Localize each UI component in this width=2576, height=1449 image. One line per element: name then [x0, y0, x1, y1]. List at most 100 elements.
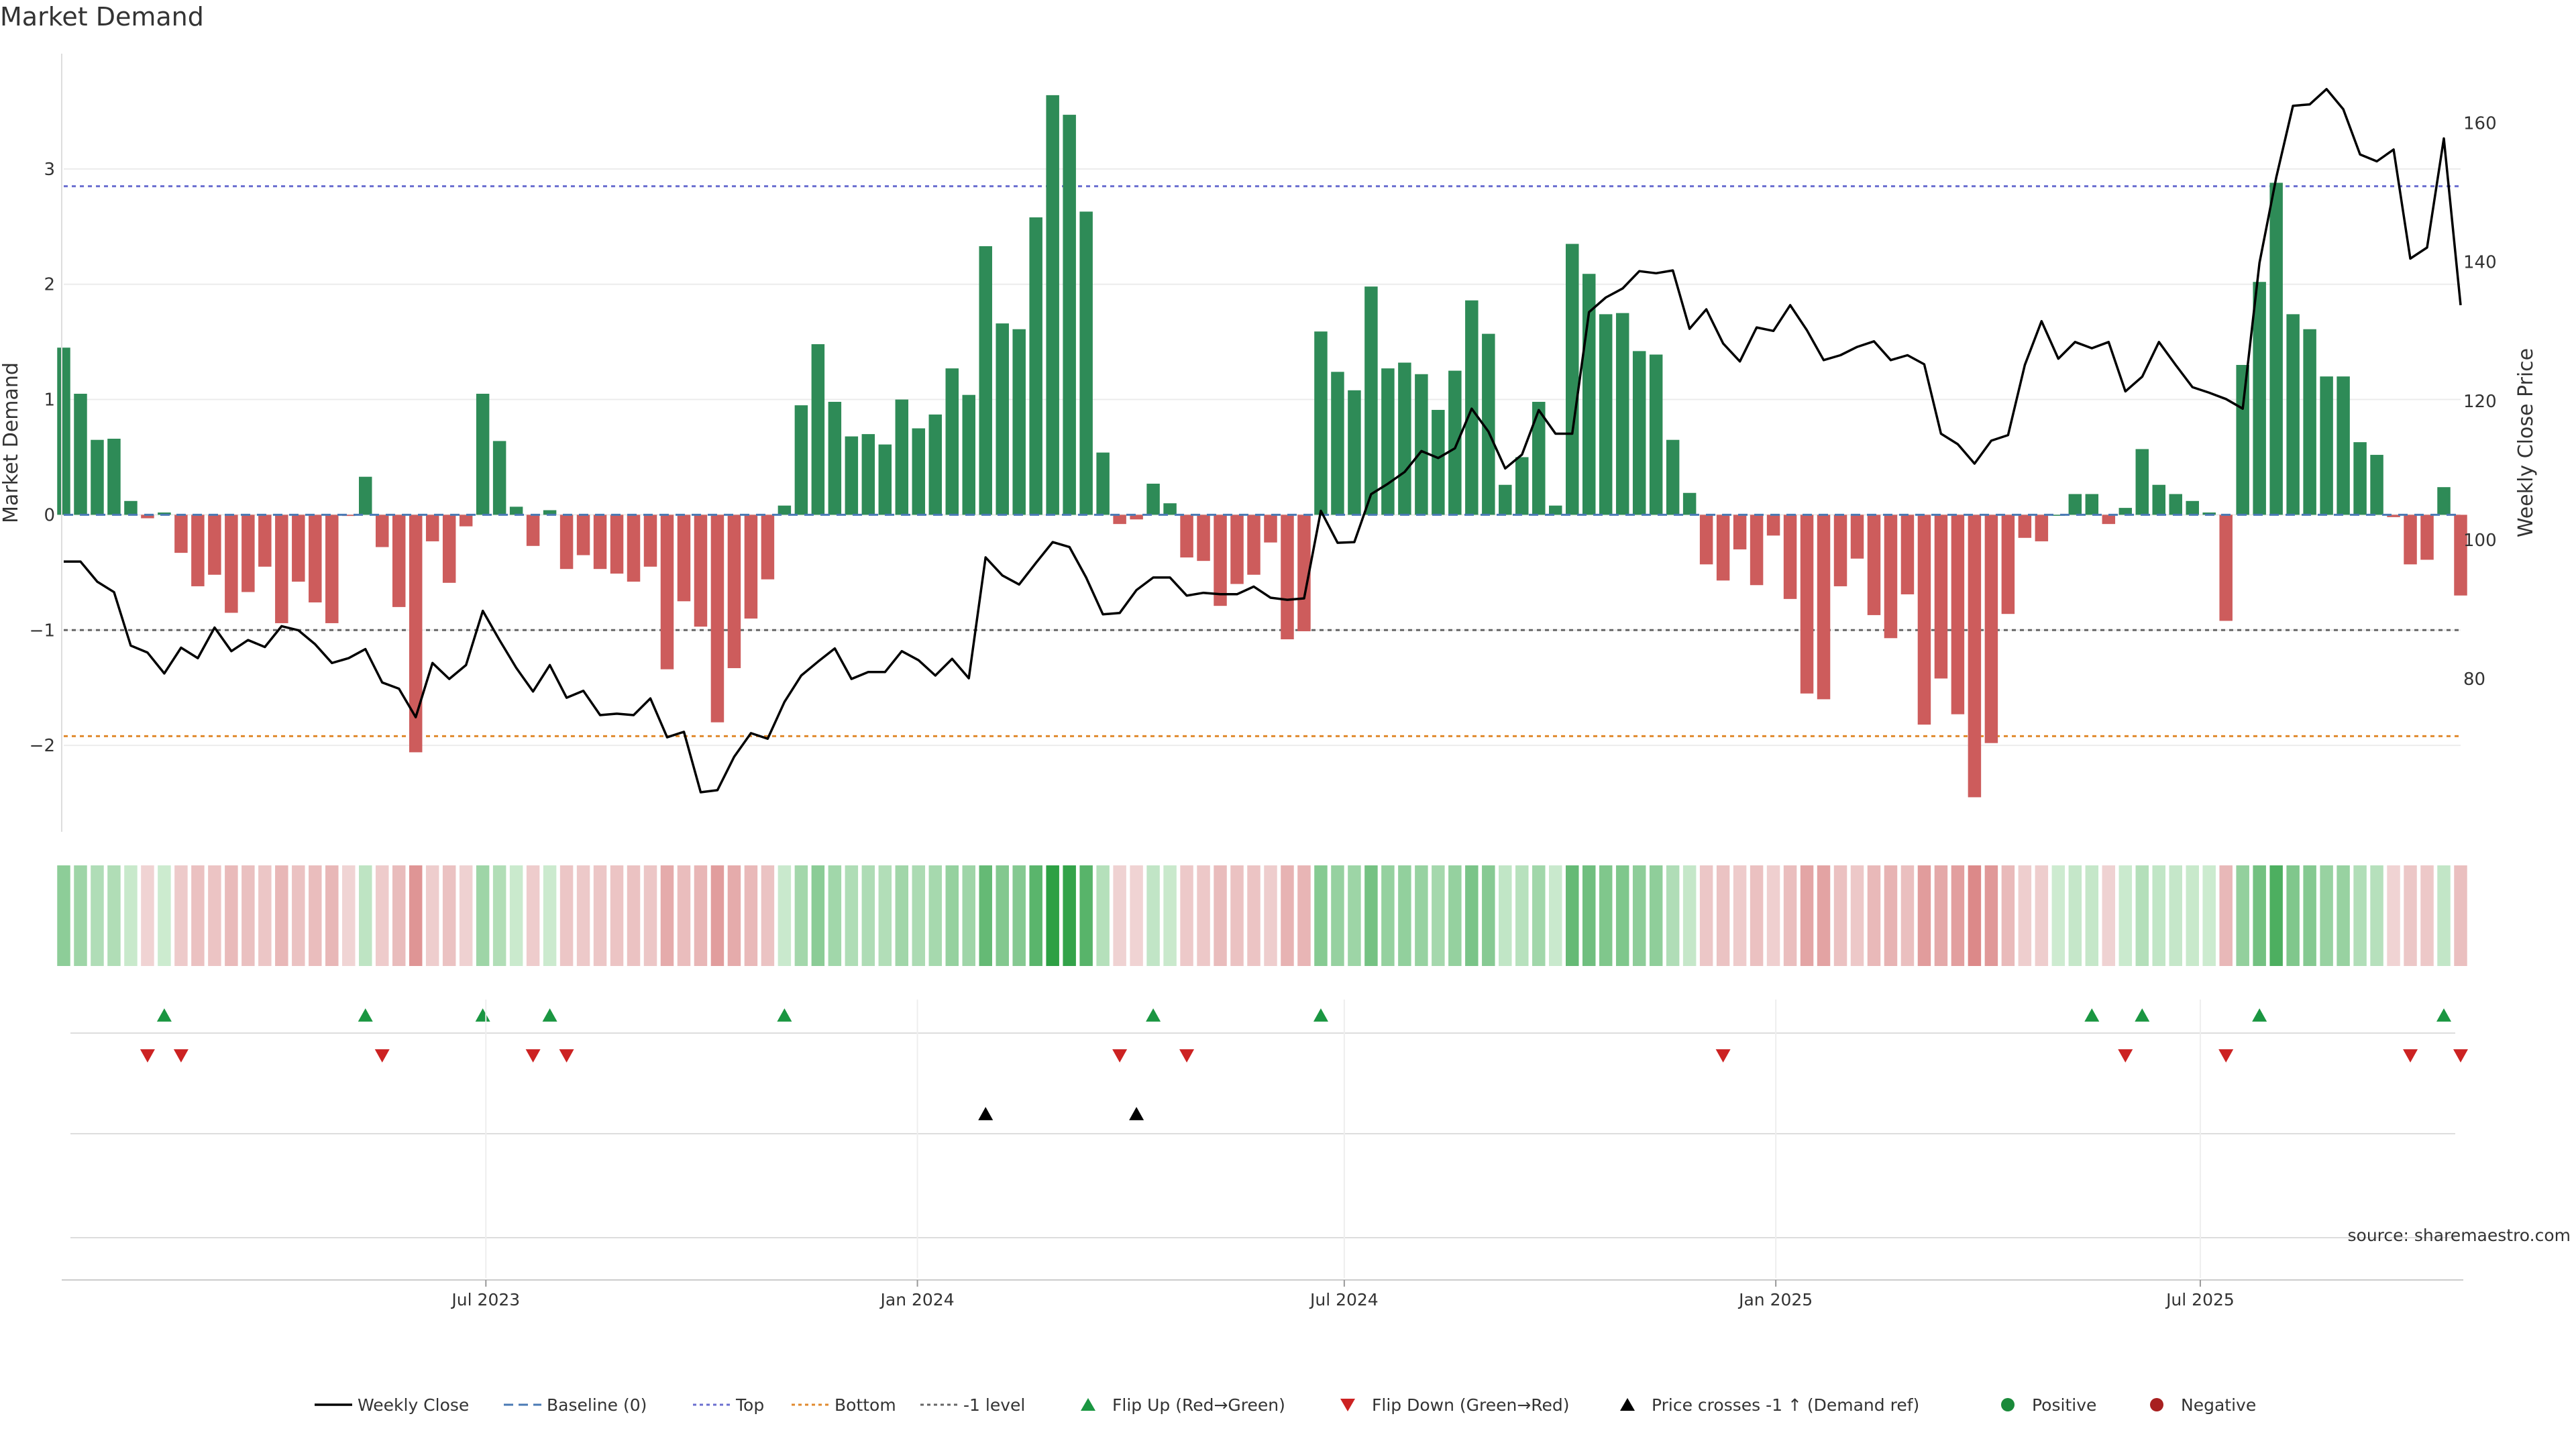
demand-bar	[2202, 512, 2216, 515]
legend-label: Weekly Close	[358, 1395, 469, 1415]
demand-bar	[1515, 457, 1529, 515]
heat-cell	[2253, 865, 2266, 966]
demand-bar	[124, 500, 138, 515]
heat-cell	[1934, 865, 1948, 966]
heat-cell	[2353, 865, 2367, 966]
reference-lines	[64, 185, 2461, 737]
demand-bar	[1900, 515, 1915, 594]
demand-bar	[1968, 515, 1982, 798]
demand-bar	[1649, 354, 1663, 515]
demand-bar	[509, 506, 523, 515]
heat-cell	[1867, 865, 1881, 966]
demand-bar	[710, 515, 724, 722]
demand-bar	[2420, 515, 2434, 560]
heat-cell	[727, 865, 741, 966]
heat-cell	[1716, 865, 1730, 966]
heat-cell	[1331, 865, 1344, 966]
legend-label: Flip Up (Red→Green)	[1112, 1395, 1285, 1415]
flip-down-marker	[374, 1049, 390, 1063]
flip-down-marker	[173, 1049, 189, 1063]
demand-bar	[2102, 515, 2116, 525]
heat-cell	[1884, 865, 1898, 966]
demand-heat-strip	[57, 865, 2467, 966]
demand-bar	[1348, 390, 1361, 515]
heat-cell	[593, 865, 607, 966]
demand-bar	[828, 401, 842, 515]
heat-cell	[325, 865, 339, 966]
heat-cell	[442, 865, 456, 966]
demand-bar	[996, 323, 1009, 515]
demand-bar	[392, 515, 406, 607]
flip-up-marker	[475, 1008, 490, 1022]
heat-cell	[777, 865, 792, 966]
flip-up-marker	[2252, 1008, 2267, 1022]
heat-cell	[107, 865, 121, 966]
heat-cell	[1146, 865, 1160, 966]
demand-bar	[1482, 333, 1495, 515]
demand-bar	[1582, 274, 1596, 515]
demand-bar	[1264, 515, 1277, 543]
demand-bar	[158, 512, 171, 515]
demand-bar	[559, 515, 574, 570]
y2-tick-label: 160	[2463, 114, 2497, 134]
demand-bar	[1666, 439, 1680, 515]
legend-item: Baseline (0)	[504, 1395, 647, 1415]
demand-bar	[2269, 182, 2283, 515]
heat-cell	[1565, 865, 1579, 966]
demand-bar	[91, 439, 104, 515]
heat-cell	[2169, 865, 2182, 966]
demand-bar	[409, 515, 423, 753]
heat-cell	[677, 865, 691, 966]
heat-cell	[1549, 865, 1562, 966]
source-note: source: sharemaestro.com	[2348, 1226, 2571, 1245]
demand-bar	[1096, 452, 1110, 515]
heat-cell	[694, 865, 708, 966]
heat-cell	[1432, 865, 1445, 966]
demand-bar	[845, 436, 859, 515]
demand-bar	[2404, 515, 2417, 565]
demand-bar	[342, 515, 356, 517]
flip-down-marker	[140, 1049, 155, 1063]
demand-bar	[1029, 217, 1042, 515]
heat-cell	[627, 865, 641, 966]
demand-bar	[1448, 370, 1462, 515]
heat-cell	[1214, 865, 1227, 966]
heat-cell	[1817, 865, 1831, 966]
heat-cell	[2102, 865, 2116, 966]
legend-label: Positive	[2032, 1395, 2096, 1415]
heat-cell	[1532, 865, 1546, 966]
heat-cell	[526, 865, 540, 966]
demand-bar	[174, 515, 188, 553]
demand-bar	[1766, 515, 1780, 536]
demand-bar	[459, 515, 473, 527]
demand-bar	[878, 444, 892, 515]
heat-cell	[2437, 865, 2451, 966]
heat-cell	[559, 865, 574, 966]
flip-down-marker	[525, 1049, 541, 1063]
legend-item: Price crosses -1 ↑ (Demand ref)	[1620, 1395, 1919, 1415]
legend-item: Negative	[2150, 1395, 2256, 1415]
heat-cell	[2337, 865, 2350, 966]
heat-cell	[1750, 865, 1764, 966]
gridlines	[64, 168, 2461, 747]
flip-down-marker	[559, 1049, 574, 1063]
heat-cell	[258, 865, 272, 966]
flip-up-marker	[542, 1008, 557, 1022]
demand-bar	[1063, 115, 1076, 515]
flip-down-marker	[2403, 1049, 2418, 1063]
heat-cell	[1951, 865, 1965, 966]
heat-cell	[1096, 865, 1110, 966]
heat-cell	[1984, 865, 1998, 966]
heat-cell	[174, 865, 188, 966]
demand-bar	[1364, 286, 1378, 515]
heat-cell	[2387, 865, 2400, 966]
demand-bar	[627, 515, 641, 582]
heat-cell	[643, 865, 657, 966]
demand-bar	[2152, 484, 2165, 515]
heat-cell	[1264, 865, 1277, 966]
demand-bar	[1699, 515, 1713, 565]
demand-bar	[2370, 455, 2383, 515]
demand-bar	[258, 515, 272, 567]
heat-cell	[1783, 865, 1797, 966]
demand-bar	[979, 246, 992, 515]
